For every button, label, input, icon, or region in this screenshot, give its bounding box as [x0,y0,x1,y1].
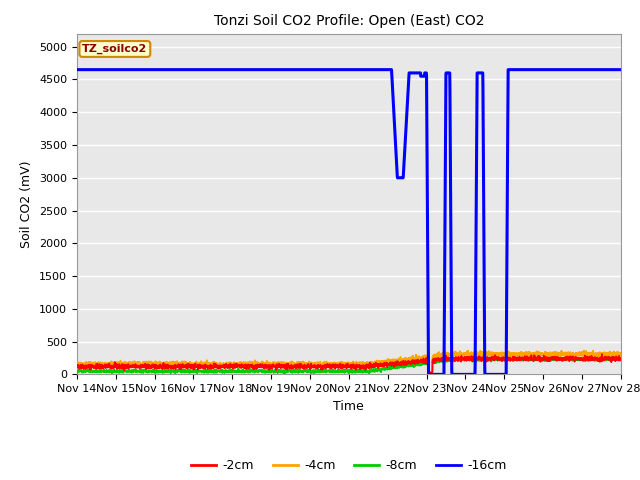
Text: TZ_soilco2: TZ_soilco2 [82,44,147,54]
Y-axis label: Soil CO2 (mV): Soil CO2 (mV) [20,160,33,248]
Legend: -2cm, -4cm, -8cm, -16cm: -2cm, -4cm, -8cm, -16cm [186,454,511,477]
Title: Tonzi Soil CO2 Profile: Open (East) CO2: Tonzi Soil CO2 Profile: Open (East) CO2 [214,14,484,28]
X-axis label: Time: Time [333,400,364,413]
